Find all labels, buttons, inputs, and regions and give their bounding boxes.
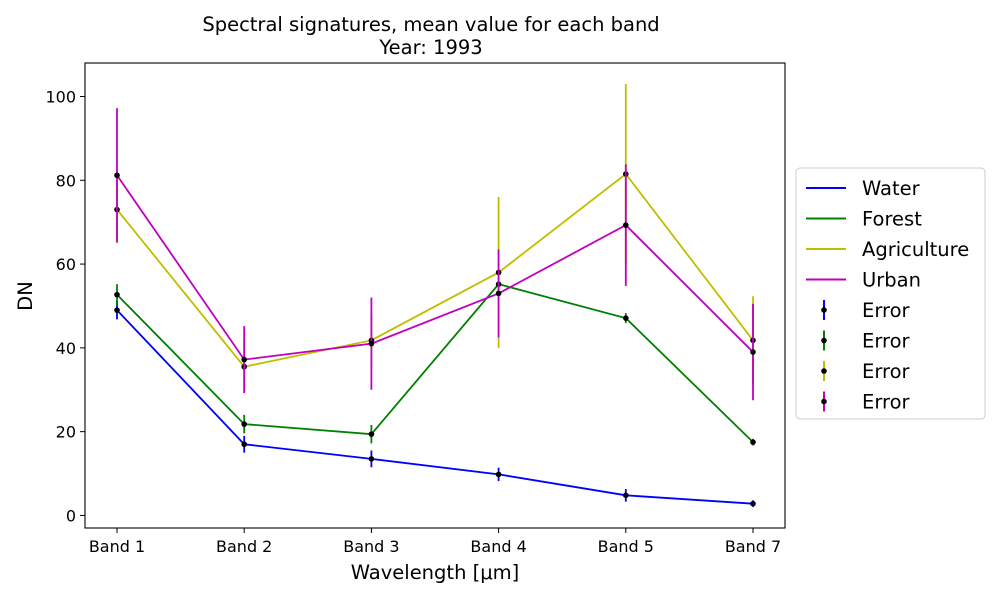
data-point-forest bbox=[241, 421, 247, 427]
y-tick-label: 60 bbox=[56, 255, 76, 274]
legend-error-dot-forest bbox=[821, 337, 827, 344]
data-point-urban bbox=[241, 356, 247, 363]
y-tick-label: 20 bbox=[56, 423, 76, 442]
series-line-urban bbox=[116, 174, 754, 361]
x-tick-label: Band 4 bbox=[470, 537, 526, 556]
data-point-urban bbox=[114, 172, 120, 179]
data-point-water bbox=[241, 441, 247, 448]
legend-label-urban: Urban bbox=[862, 269, 921, 292]
data-point-urban bbox=[750, 349, 756, 355]
data-point-forest bbox=[368, 431, 375, 437]
x-axis: Band 1 Band 2 Band 3 Band 4 Band 5 Band 7 bbox=[89, 528, 781, 556]
series-line-forest bbox=[116, 283, 754, 443]
x-axis-label: Wavelength [μm] bbox=[351, 561, 520, 584]
data-point-forest bbox=[750, 439, 756, 445]
legend-error-label-water: Error bbox=[862, 299, 911, 322]
series-line-water bbox=[116, 309, 754, 505]
legend-label-water: Water bbox=[862, 177, 921, 200]
x-tick-label: Band 2 bbox=[216, 537, 272, 556]
data-point-water bbox=[750, 500, 756, 507]
data-point-urban bbox=[495, 290, 502, 297]
legend-error-dot-agriculture bbox=[821, 368, 827, 374]
y-tick-label: 100 bbox=[45, 88, 76, 107]
data-point-urban bbox=[368, 340, 375, 347]
data-point-forest bbox=[114, 291, 120, 298]
chart-subtitle: Year: 1993 bbox=[378, 36, 482, 59]
y-tick-label: 40 bbox=[56, 339, 76, 358]
x-tick-label: Band 7 bbox=[725, 537, 781, 556]
data-point-forest bbox=[623, 315, 629, 321]
data-point-water bbox=[368, 456, 375, 462]
legend-error-label-urban: Error bbox=[862, 391, 911, 414]
y-tick-label: 80 bbox=[56, 171, 76, 190]
legend-error-dot-urban bbox=[821, 398, 827, 405]
y-axis: 0 20 40 60 80 100 bbox=[45, 88, 85, 525]
series-line-agriculture bbox=[116, 172, 754, 368]
data-point-urban bbox=[623, 222, 629, 228]
legend-error-label-forest: Error bbox=[862, 330, 911, 353]
data-point-water bbox=[495, 471, 502, 478]
x-tick-label: Band 5 bbox=[598, 537, 654, 556]
series-layer bbox=[114, 83, 756, 508]
legend-frame bbox=[795, 167, 986, 420]
legend-error-dot-water bbox=[821, 307, 827, 313]
legend-label-forest: Forest bbox=[862, 208, 922, 231]
plot-area bbox=[84, 62, 786, 529]
data-point-water bbox=[623, 492, 629, 499]
y-axis-label: DN bbox=[14, 281, 37, 311]
legend-label-agriculture: Agriculture bbox=[862, 238, 969, 261]
data-point-water bbox=[114, 307, 120, 313]
x-tick-label: Band 3 bbox=[343, 537, 399, 556]
chart-title: Spectral signatures, mean value for each… bbox=[202, 13, 659, 36]
legend: Water Forest Agriculture Urban Error Error Err… bbox=[795, 167, 986, 420]
x-tick-label: Band 1 bbox=[89, 537, 145, 556]
legend-error-label-agriculture: Error bbox=[862, 360, 911, 383]
y-tick-label: 0 bbox=[66, 506, 76, 525]
